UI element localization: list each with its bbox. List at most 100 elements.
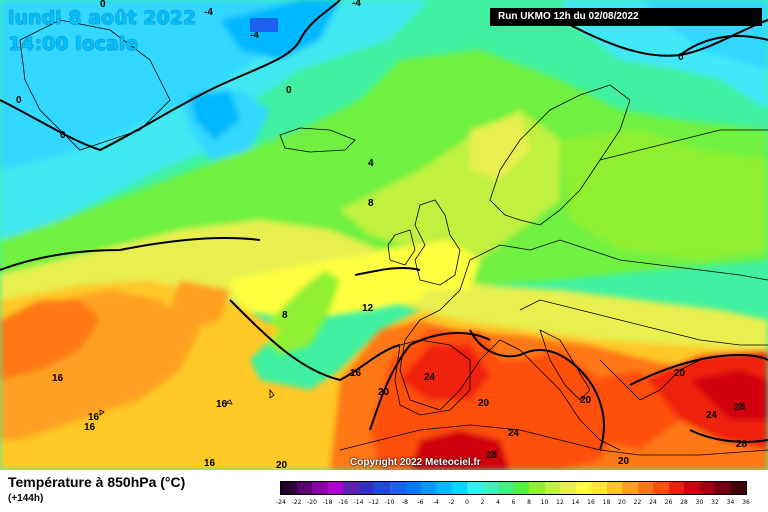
contour-label: 16 — [350, 368, 362, 379]
contour-label: 16 — [84, 422, 96, 433]
scale-swatch — [730, 482, 746, 494]
contour-label: -4 — [352, 0, 361, 9]
scale-swatch — [420, 482, 436, 494]
contour-label: 16 — [204, 458, 216, 469]
map-time-title: 14:00 locale — [8, 33, 139, 55]
scale-tick-label: 0 — [465, 499, 469, 506]
scale-tick-label: -24 — [276, 499, 286, 506]
scale-swatch — [312, 482, 328, 494]
scale-tick-label: -20 — [307, 499, 317, 506]
contour-label: 20 — [378, 387, 390, 398]
scale-tick-label: -10 — [384, 499, 395, 506]
scale-tick-label: -8 — [402, 499, 408, 506]
scale-swatch — [405, 482, 421, 494]
scale-swatch — [699, 482, 715, 494]
scale-tick-label: -14 — [353, 499, 364, 506]
scale-tick-label: 16 — [587, 499, 595, 506]
scale-tick-label: 36 — [742, 499, 750, 506]
copyright-label: Copyright 2022 Meteociel.fr — [350, 457, 481, 468]
scale-swatch — [358, 482, 374, 494]
contour-label: 20 — [478, 398, 490, 409]
scale-swatch — [591, 482, 607, 494]
scale-swatch — [560, 482, 576, 494]
contour-label: 16 — [52, 373, 64, 384]
contour-label: 24 — [508, 428, 520, 439]
scale-tick-label: 32 — [711, 499, 719, 506]
scale-tick-label: -16 — [338, 499, 348, 506]
cold-spot — [250, 18, 278, 32]
contour-label: 20 — [276, 460, 288, 470]
scale-swatch — [467, 482, 483, 494]
contour-label: 20 — [618, 456, 630, 467]
contour-label: 0 — [286, 85, 292, 96]
scale-swatch — [606, 482, 622, 494]
contour-label: 20 — [674, 368, 686, 379]
color-scale — [280, 481, 747, 495]
scale-tick-label: 10 — [540, 499, 549, 506]
scale-tick-label: 6 — [511, 499, 516, 506]
scale-tick-label: -18 — [322, 499, 333, 506]
scale-tick-label: 26 — [664, 499, 673, 506]
scale-tick-label: 28 — [680, 499, 688, 506]
scale-swatch — [513, 482, 529, 494]
scale-swatch — [482, 482, 498, 494]
contour-label: 4 — [368, 158, 374, 169]
contour-label: 8 — [282, 310, 288, 321]
contour-label: 12 — [362, 303, 374, 314]
coastlines — [19, 19, 768, 456]
legend-subtitle: (+144h) — [8, 493, 44, 504]
scale-swatch — [327, 482, 343, 494]
temperature-bands — [0, 0, 768, 470]
map-date-title: lundi 8 août 2022 — [8, 7, 197, 29]
contour-label: 16 — [216, 399, 228, 410]
scale-tick-label: -12 — [369, 499, 379, 506]
scale-tick-label: 34 — [726, 499, 735, 506]
scale-tick-label: -2 — [448, 499, 455, 506]
scale-swatch — [715, 482, 731, 494]
contour-label: 28 — [734, 402, 746, 413]
legend-title: Température à 850hPa (°C) — [8, 474, 186, 490]
contour-label: 8 — [368, 198, 374, 209]
scale-swatch — [544, 482, 560, 494]
scale-tick-label: -4 — [433, 499, 439, 506]
scale-tick-label: 4 — [496, 499, 500, 506]
scale-tick-label: 14 — [571, 499, 580, 506]
scale-tick-label: 24 — [649, 499, 657, 506]
scale-swatch — [451, 482, 467, 494]
scale-swatch — [374, 482, 390, 494]
scale-tick-label: -6 — [417, 499, 424, 506]
contour-label: 0 — [100, 0, 106, 10]
scale-swatch — [296, 482, 312, 494]
scale-swatch — [529, 482, 545, 494]
scale-tick-label: -22 — [291, 499, 302, 506]
scale-tick-label: 30 — [695, 499, 704, 506]
scale-swatch — [389, 482, 405, 494]
contour-label: 0 — [60, 130, 66, 141]
contour-label: -4 — [250, 30, 259, 41]
scale-tick-label: 20 — [618, 499, 626, 506]
scale-swatch — [653, 482, 669, 494]
scale-tick-label: 8 — [527, 499, 531, 506]
scale-tick-label: 12 — [556, 499, 564, 506]
scale-swatch — [637, 482, 653, 494]
scale-swatch — [343, 482, 359, 494]
temperature-map: 0 -4 -4 -4 0 0 0 0 4 8 8 12 16 16 16 16 … — [0, 0, 768, 470]
contour-label: 20 — [580, 395, 592, 406]
contour-label: 16 — [88, 412, 100, 423]
scale-swatch — [498, 482, 514, 494]
contour-label: 0 — [16, 95, 22, 106]
scale-tick-label: 18 — [602, 499, 611, 506]
scale-swatch — [575, 482, 591, 494]
scale-swatch — [622, 482, 638, 494]
contour-label: 24 — [424, 372, 436, 383]
run-info-label: Run UKMO 12h du 02/08/2022 — [490, 8, 762, 26]
scale-tick-label: 22 — [633, 499, 642, 506]
scale-swatch — [668, 482, 684, 494]
isotherm-contours — [0, 0, 768, 451]
contour-label: 28 — [736, 439, 748, 450]
contour-label: 28 — [486, 450, 498, 461]
scale-swatch — [684, 482, 700, 494]
scale-swatch — [281, 482, 297, 494]
color-scale-labels: -24 -22 -20 -18 -16 -14 -12 -10 -8 -6 -4 -2 0 2 4 6 8 10 1… — [276, 499, 760, 509]
